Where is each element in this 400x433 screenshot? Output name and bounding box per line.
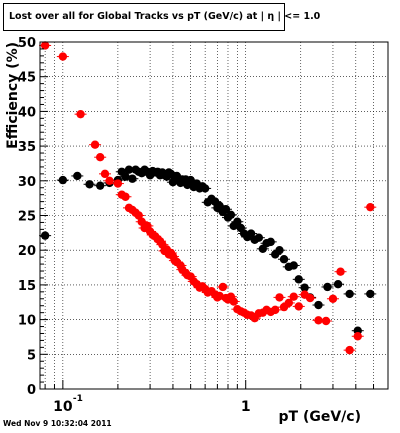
data-point bbox=[200, 184, 210, 193]
data-point bbox=[289, 292, 298, 301]
data-point bbox=[58, 175, 68, 185]
y-tick-label: 5 bbox=[27, 348, 36, 363]
data-point bbox=[85, 180, 94, 189]
data-point bbox=[323, 282, 332, 292]
data-point bbox=[353, 332, 362, 341]
data-point bbox=[186, 175, 195, 185]
data-point bbox=[314, 316, 323, 325]
y-axis-label: Efficiency (%) bbox=[5, 42, 21, 149]
data-point bbox=[90, 140, 100, 149]
data-points bbox=[39, 41, 377, 355]
y-tick-label: 10 bbox=[18, 314, 36, 329]
data-point bbox=[105, 176, 114, 185]
data-point bbox=[215, 201, 224, 210]
data-point bbox=[128, 174, 137, 183]
series-black bbox=[39, 165, 377, 335]
data-point bbox=[76, 109, 85, 119]
y-tick-label: 45 bbox=[18, 71, 36, 86]
data-point bbox=[289, 261, 298, 270]
data-point bbox=[333, 280, 343, 289]
y-tick-label: 25 bbox=[18, 210, 36, 225]
data-point bbox=[233, 217, 242, 226]
data-point bbox=[121, 192, 130, 201]
data-point bbox=[279, 255, 289, 264]
data-point bbox=[336, 267, 345, 276]
data-point bbox=[226, 210, 236, 220]
data-point bbox=[58, 52, 68, 61]
data-point bbox=[40, 41, 50, 50]
data-point bbox=[113, 179, 123, 188]
x-tick-exponent: -1 bbox=[73, 394, 83, 404]
data-point bbox=[124, 165, 134, 174]
data-point bbox=[218, 282, 228, 292]
data-point bbox=[305, 293, 315, 303]
series-red bbox=[39, 41, 377, 355]
x-axis-label: pT (GeV/c) bbox=[279, 409, 361, 425]
data-point bbox=[275, 293, 284, 302]
data-point bbox=[221, 205, 231, 214]
data-point bbox=[266, 237, 275, 247]
data-point bbox=[95, 181, 105, 190]
data-point bbox=[40, 231, 50, 240]
x-tick-label: 10 bbox=[53, 399, 73, 415]
data-point bbox=[73, 171, 82, 181]
grid bbox=[40, 42, 389, 389]
data-point bbox=[321, 316, 331, 326]
data-point bbox=[284, 298, 293, 308]
data-point bbox=[100, 169, 110, 179]
y-tick-label: 50 bbox=[18, 36, 36, 51]
data-point bbox=[294, 302, 303, 311]
timestamp-footer: Wed Nov 9 10:32:04 2011 bbox=[3, 419, 112, 428]
data-point bbox=[314, 300, 323, 310]
x-tick-label: 1 bbox=[241, 399, 251, 415]
data-point bbox=[366, 289, 375, 299]
chart-title: Lost over all for Global Tracks vs pT (G… bbox=[3, 3, 320, 31]
y-tick-label: 20 bbox=[18, 244, 36, 259]
data-point bbox=[328, 294, 338, 303]
data-point bbox=[271, 305, 280, 315]
data-point bbox=[275, 246, 284, 255]
y-tick-label: 40 bbox=[18, 105, 36, 120]
data-point bbox=[246, 229, 256, 238]
data-point bbox=[366, 202, 375, 212]
y-tick-label: 15 bbox=[18, 279, 36, 294]
y-tick-label: 0 bbox=[27, 383, 36, 398]
data-point bbox=[300, 283, 309, 292]
y-tick-label: 30 bbox=[18, 175, 36, 190]
y-tick-label: 35 bbox=[18, 140, 36, 155]
data-point bbox=[254, 233, 264, 242]
data-point bbox=[345, 289, 354, 299]
data-point bbox=[95, 153, 105, 162]
data-point bbox=[294, 275, 303, 284]
data-point bbox=[229, 297, 238, 306]
data-point bbox=[345, 345, 354, 355]
data-point bbox=[134, 211, 143, 220]
